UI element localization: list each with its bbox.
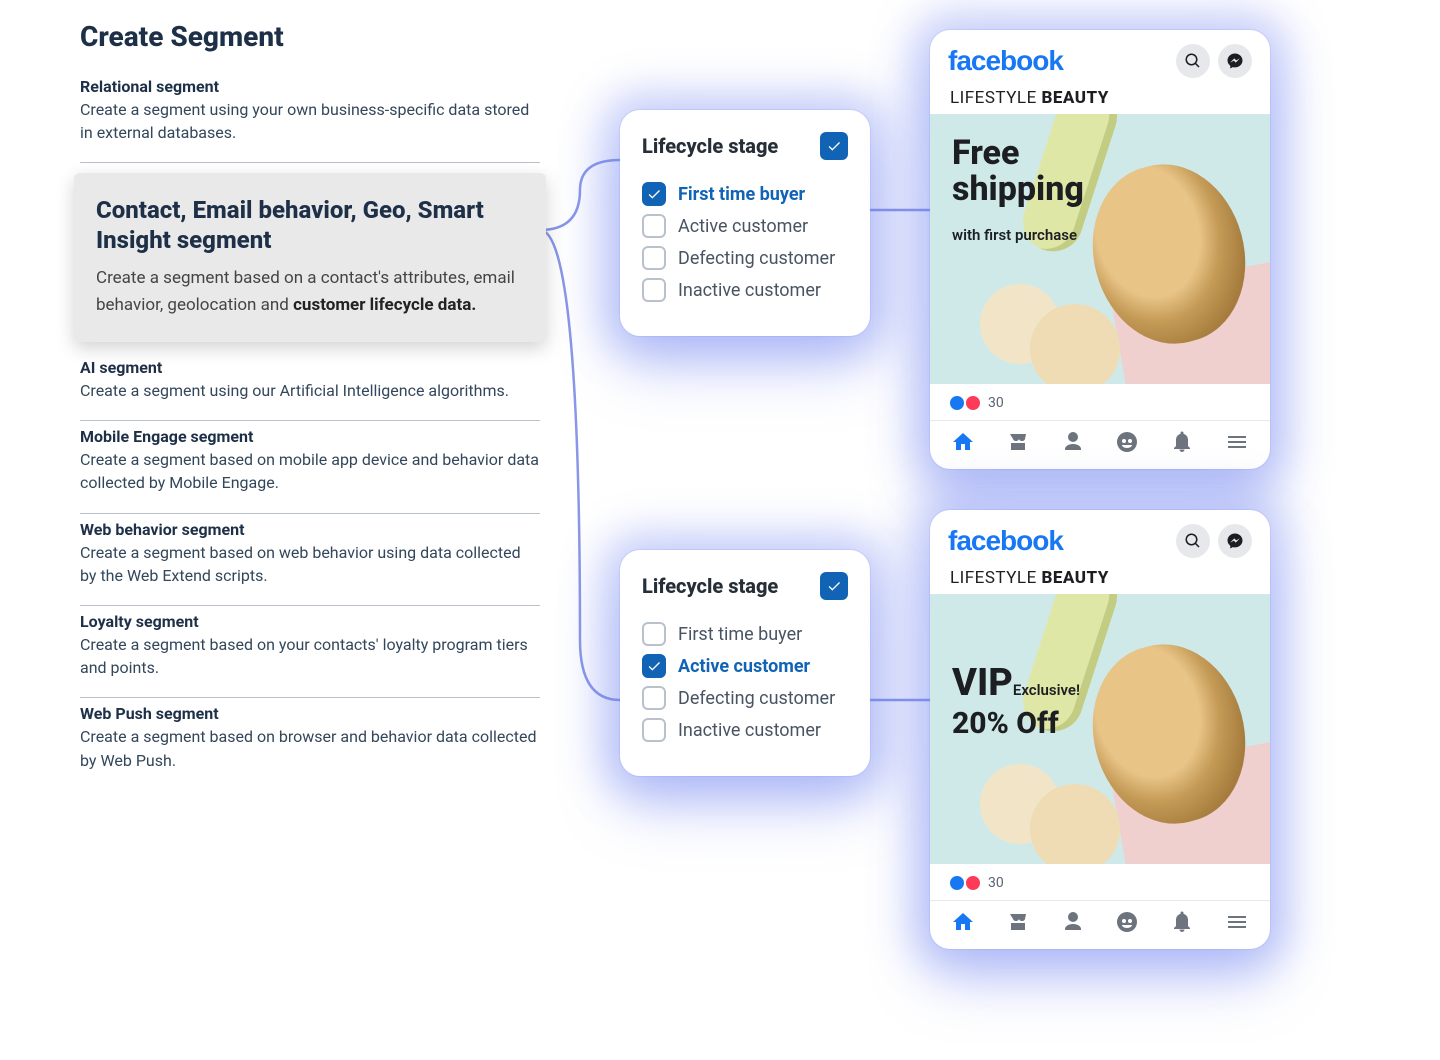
lifecycle-enabled-check-icon[interactable] xyxy=(820,132,848,160)
lifecycle-option[interactable]: First time buyer xyxy=(642,182,848,206)
segment-desc: Create a segment based on mobile app dev… xyxy=(80,448,540,494)
segment-title: Web Push segment xyxy=(80,704,540,723)
home-icon[interactable] xyxy=(950,429,976,455)
lifecycle-option[interactable]: Inactive customer xyxy=(642,718,848,742)
segment-desc: Create a segment based on a contact's at… xyxy=(96,265,524,318)
lifecycle-card: Lifecycle stage First time buyer Active cu… xyxy=(620,550,870,776)
segment-type-list: Create Segment Relational segment Create… xyxy=(80,20,540,790)
checkbox-icon xyxy=(642,718,666,742)
reaction-bar[interactable]: 30 xyxy=(930,864,1270,896)
segment-option-loyalty[interactable]: Loyalty segment Create a segment based o… xyxy=(80,606,540,698)
lifecycle-card: Lifecycle stage First time buyer Active cu… xyxy=(620,110,870,336)
bell-icon[interactable] xyxy=(1169,909,1195,935)
segment-desc: Create a segment based on browser and be… xyxy=(80,725,540,771)
reaction-count: 30 xyxy=(988,875,1004,891)
lifecycle-title: Lifecycle stage xyxy=(642,134,778,158)
facebook-logo: facebook xyxy=(948,525,1063,557)
segment-option-contact-highlighted[interactable]: Contact, Email behavior, Geo, Smart Insi… xyxy=(74,173,546,342)
facebook-page-name[interactable]: LIFESTYLE BEAUTY xyxy=(930,564,1270,594)
ad-subline: 20% Off xyxy=(952,706,1059,741)
lifecycle-option-label: Inactive customer xyxy=(678,280,821,301)
facebook-bottom-nav xyxy=(930,420,1270,469)
love-icon xyxy=(964,394,982,412)
checkbox-icon xyxy=(642,622,666,646)
checkbox-icon xyxy=(642,654,666,678)
segment-option-mobile-engage[interactable]: Mobile Engage segment Create a segment b… xyxy=(80,421,540,513)
ad-creative: Freeshipping with first purchase xyxy=(930,114,1270,384)
segment-option-relational[interactable]: Relational segment Create a segment usin… xyxy=(80,71,540,163)
checkbox-icon xyxy=(642,686,666,710)
lifecycle-option-label: First time buyer xyxy=(678,624,802,645)
search-icon[interactable] xyxy=(1176,44,1210,78)
page-title: Create Segment xyxy=(80,20,540,53)
bell-icon[interactable] xyxy=(1169,429,1195,455)
facebook-header: facebook xyxy=(930,30,1270,84)
lifecycle-option-label: Active customer xyxy=(678,216,808,237)
menu-icon[interactable] xyxy=(1224,909,1250,935)
lifecycle-option[interactable]: Active customer xyxy=(642,654,848,678)
lifecycle-option-label: Inactive customer xyxy=(678,720,821,741)
groups-icon[interactable] xyxy=(1114,429,1140,455)
facebook-preview-card: facebook LIFESTYLE BEAUTY VIPExclusive! 20%… xyxy=(930,510,1270,949)
segment-title: Loyalty segment xyxy=(80,612,540,631)
segment-desc: Create a segment based on web behavior u… xyxy=(80,541,540,587)
love-icon xyxy=(964,874,982,892)
reaction-count: 30 xyxy=(988,395,1004,411)
segment-title: Mobile Engage segment xyxy=(80,427,540,446)
menu-icon[interactable] xyxy=(1224,429,1250,455)
checkbox-icon xyxy=(642,214,666,238)
checkbox-icon xyxy=(642,182,666,206)
search-icon[interactable] xyxy=(1176,524,1210,558)
profile-icon[interactable] xyxy=(1060,909,1086,935)
lifecycle-option-label: Defecting customer xyxy=(678,248,835,269)
segment-title: Web behavior segment xyxy=(80,520,540,539)
lifecycle-option[interactable]: Active customer xyxy=(642,214,848,238)
lifecycle-enabled-check-icon[interactable] xyxy=(820,572,848,600)
segment-title: AI segment xyxy=(80,358,540,377)
lifecycle-option-label: Defecting customer xyxy=(678,688,835,709)
ad-headline: Freeshipping xyxy=(952,136,1084,207)
profile-icon[interactable] xyxy=(1060,429,1086,455)
lifecycle-option[interactable]: Inactive customer xyxy=(642,278,848,302)
groups-icon[interactable] xyxy=(1114,909,1140,935)
facebook-bottom-nav xyxy=(930,900,1270,949)
segment-title: Contact, Email behavior, Geo, Smart Insi… xyxy=(96,195,524,255)
lifecycle-title: Lifecycle stage xyxy=(642,574,778,598)
facebook-header: facebook xyxy=(930,510,1270,564)
segment-desc: Create a segment using our Artificial In… xyxy=(80,379,540,402)
lifecycle-option-label: First time buyer xyxy=(678,184,805,205)
shop-icon[interactable] xyxy=(1005,429,1031,455)
segment-desc: Create a segment based on your contacts'… xyxy=(80,633,540,679)
segment-title: Relational segment xyxy=(80,77,540,96)
facebook-page-name[interactable]: LIFESTYLE BEAUTY xyxy=(930,84,1270,114)
segment-option-ai[interactable]: AI segment Create a segment using our Ar… xyxy=(80,352,540,421)
segment-option-web-behavior[interactable]: Web behavior segment Create a segment ba… xyxy=(80,514,540,606)
segment-option-web-push[interactable]: Web Push segment Create a segment based … xyxy=(80,698,540,789)
facebook-logo: facebook xyxy=(948,45,1063,77)
segment-desc: Create a segment using your own business… xyxy=(80,98,540,144)
lifecycle-option[interactable]: First time buyer xyxy=(642,622,848,646)
lifecycle-option[interactable]: Defecting customer xyxy=(642,246,848,270)
messenger-icon[interactable] xyxy=(1218,524,1252,558)
ad-creative: VIPExclusive! 20% Off xyxy=(930,594,1270,864)
messenger-icon[interactable] xyxy=(1218,44,1252,78)
checkbox-icon xyxy=(642,246,666,270)
shop-icon[interactable] xyxy=(1005,909,1031,935)
reaction-bar[interactable]: 30 xyxy=(930,384,1270,416)
checkbox-icon xyxy=(642,278,666,302)
ad-headline: VIPExclusive! xyxy=(952,664,1080,702)
home-icon[interactable] xyxy=(950,909,976,935)
ad-subline: with first purchase xyxy=(952,226,1077,244)
lifecycle-option-label: Active customer xyxy=(678,656,810,677)
facebook-preview-card: facebook LIFESTYLE BEAUTY Freeshipping with… xyxy=(930,30,1270,469)
lifecycle-option[interactable]: Defecting customer xyxy=(642,686,848,710)
